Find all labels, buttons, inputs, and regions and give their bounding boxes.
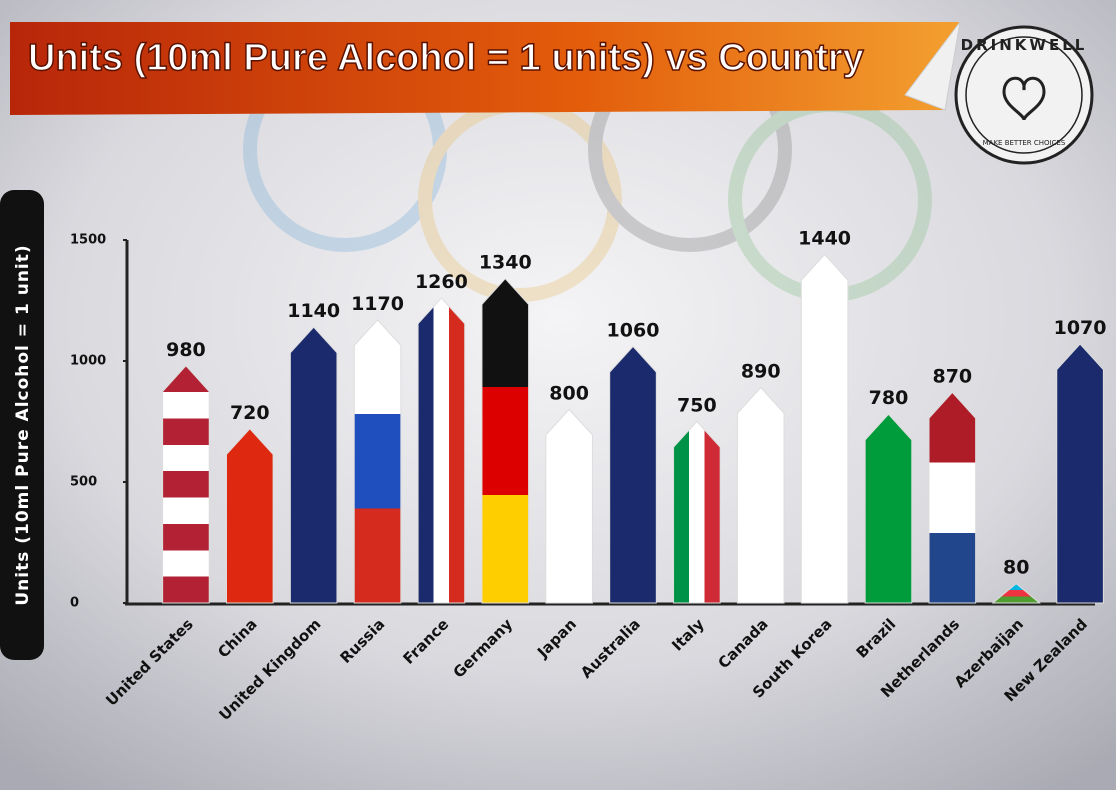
y-tick-label: 0	[70, 596, 79, 611]
bar	[674, 422, 721, 604]
value-label: 1060	[607, 319, 660, 341]
value-label: 1440	[798, 228, 851, 250]
value-label: 750	[677, 395, 717, 417]
bar	[865, 414, 912, 603]
value-label: 1340	[479, 252, 532, 274]
value-label: 890	[741, 361, 781, 383]
bar	[418, 298, 465, 603]
bar	[546, 409, 593, 603]
bar	[737, 388, 784, 603]
bar	[482, 279, 529, 603]
chart-title: Units (10ml Pure Alcohol = 1 units) vs C…	[28, 37, 864, 79]
bar	[163, 366, 210, 603]
value-label: 980	[166, 339, 206, 361]
value-label: 1260	[415, 271, 468, 293]
logo-name: DRINKWELL	[961, 36, 1088, 54]
value-label: 1070	[1054, 317, 1107, 339]
bar	[354, 320, 401, 603]
y-tick-label: 1000	[70, 354, 106, 369]
bar	[290, 327, 337, 603]
y-tick-label: 1500	[70, 233, 106, 248]
value-label: 1170	[351, 293, 404, 315]
bar	[929, 392, 976, 603]
value-label: 800	[549, 382, 589, 404]
y-tick-label: 500	[70, 475, 97, 490]
value-label: 720	[230, 402, 270, 424]
value-label: 80	[1003, 557, 1029, 579]
bar	[801, 255, 848, 603]
value-label: 1140	[287, 300, 340, 322]
value-label: 780	[869, 387, 909, 409]
logo-tagline: MAKE BETTER CHOICES	[983, 139, 1066, 147]
bar	[1057, 344, 1104, 603]
bar	[610, 346, 657, 603]
y-axis-label: Units (10ml Pure Alcohol = 1 unit)	[13, 244, 33, 605]
value-label: 870	[932, 365, 972, 387]
bar	[226, 429, 273, 603]
